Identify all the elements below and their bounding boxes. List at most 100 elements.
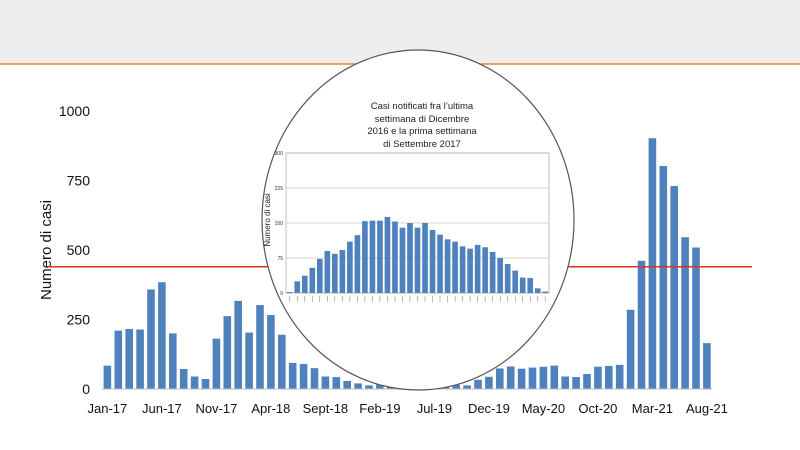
main-bar bbox=[474, 379, 482, 389]
main-bar bbox=[147, 289, 155, 389]
main-bar bbox=[550, 365, 559, 389]
inset-bar bbox=[301, 275, 308, 293]
inset-bar bbox=[362, 221, 368, 293]
inset-bar bbox=[399, 227, 406, 293]
main-x-tick-label: Dec-19 bbox=[468, 401, 510, 416]
main-bar bbox=[256, 305, 264, 389]
inset-bar bbox=[414, 227, 421, 293]
inset-y-tick-label: 0 bbox=[280, 291, 283, 297]
main-bar bbox=[615, 364, 624, 389]
inset-y-tick-label: 150 bbox=[275, 221, 284, 227]
main-bar bbox=[605, 365, 613, 389]
main-bar bbox=[659, 166, 668, 389]
inset-bar bbox=[497, 258, 503, 293]
main-bar bbox=[212, 338, 221, 389]
inset-bar bbox=[482, 247, 488, 293]
inset-bar bbox=[512, 270, 519, 293]
main-x-tick-label: Jul-19 bbox=[417, 401, 452, 416]
inset-ellipse bbox=[261, 49, 575, 391]
main-bar bbox=[299, 363, 308, 389]
inset-y-tick-label: 300 bbox=[275, 151, 284, 157]
main-bar bbox=[572, 377, 580, 389]
inset-bar bbox=[309, 267, 316, 293]
main-y-tick-label: 500 bbox=[67, 242, 91, 258]
main-bar bbox=[310, 368, 319, 389]
main-bar bbox=[234, 300, 242, 389]
main-x-tick-label: Oct-20 bbox=[578, 401, 617, 416]
main-bar bbox=[365, 385, 373, 389]
main-bar bbox=[452, 384, 460, 389]
inset-x-axis-ticks bbox=[289, 296, 546, 302]
inset-y-tick-label: 225 bbox=[275, 186, 284, 192]
main-y-tick-label: 1000 bbox=[59, 103, 90, 119]
main-y-tick-label: 750 bbox=[67, 173, 91, 189]
inset-bar bbox=[444, 239, 451, 293]
main-bar bbox=[517, 368, 526, 389]
inset-bar bbox=[317, 258, 323, 293]
inset-bar bbox=[474, 244, 481, 293]
main-bar bbox=[179, 368, 188, 389]
main-x-tick-label: Apr-18 bbox=[251, 401, 290, 416]
inset-bar bbox=[437, 234, 443, 293]
inset-bar bbox=[534, 288, 541, 293]
main-bar bbox=[703, 343, 711, 389]
main-bar bbox=[245, 332, 253, 389]
main-y-tick-label: 0 bbox=[82, 381, 90, 397]
main-bar bbox=[169, 333, 177, 389]
main-bar bbox=[114, 330, 123, 389]
main-bar bbox=[354, 383, 362, 389]
main-x-tick-label: Sept-18 bbox=[303, 401, 349, 416]
inset-bar bbox=[286, 292, 293, 293]
inset-bar bbox=[452, 241, 458, 293]
main-bar bbox=[594, 366, 602, 389]
main-bar bbox=[561, 376, 569, 389]
main-x-tick-label: Nov-17 bbox=[195, 401, 237, 416]
main-x-tick-label: May-20 bbox=[522, 401, 565, 416]
main-bar bbox=[103, 365, 112, 389]
main-bar bbox=[637, 260, 646, 389]
main-x-tick-label: Mar-21 bbox=[632, 401, 673, 416]
main-bar bbox=[158, 282, 166, 389]
main-y-axis-label: Numero di casi bbox=[38, 200, 55, 300]
inset-bar bbox=[339, 250, 346, 293]
main-x-tick-label: Feb-19 bbox=[359, 401, 400, 416]
inset-bar bbox=[384, 216, 391, 293]
inset-bar bbox=[504, 264, 511, 293]
inset-bars bbox=[286, 216, 549, 293]
inset-bar bbox=[332, 253, 338, 293]
main-bar bbox=[125, 328, 133, 389]
main-bar bbox=[463, 385, 471, 389]
main-bars bbox=[103, 138, 711, 389]
inset-bar bbox=[294, 281, 301, 293]
main-bar bbox=[583, 373, 591, 389]
main-bar bbox=[681, 237, 689, 389]
main-bar bbox=[692, 247, 700, 389]
main-bar bbox=[539, 366, 548, 389]
main-bar bbox=[267, 315, 275, 389]
main-bar bbox=[288, 362, 297, 389]
inset-y-tick-label: 75 bbox=[277, 256, 283, 262]
main-y-axis-ticks: 0 250 500 750 1000 bbox=[59, 103, 90, 397]
inset-bar bbox=[459, 246, 466, 293]
main-x-tick-label: Jun-17 bbox=[142, 401, 182, 416]
main-bar bbox=[321, 376, 330, 389]
inset-title: Casi notificati fra l’ultima settimana d… bbox=[367, 101, 477, 150]
main-bar bbox=[376, 384, 384, 389]
main-x-tick-label: Jan-17 bbox=[88, 401, 128, 416]
main-bar bbox=[201, 378, 210, 389]
inset-y-axis-ticks: 0 75 150 225 300 bbox=[275, 151, 284, 297]
main-y-tick-label: 250 bbox=[67, 312, 91, 328]
main-bar bbox=[190, 376, 199, 389]
inset-bar bbox=[369, 220, 376, 293]
main-bar bbox=[506, 366, 515, 389]
inset-bar bbox=[429, 230, 436, 293]
inset-bar bbox=[542, 291, 549, 293]
inset-bar bbox=[519, 277, 526, 293]
main-x-tick-label: Aug-21 bbox=[686, 401, 728, 416]
main-bar bbox=[223, 316, 232, 389]
main-bar bbox=[496, 368, 504, 389]
inset-bar bbox=[354, 235, 361, 293]
main-bar bbox=[626, 309, 635, 389]
inset-bar bbox=[324, 251, 331, 293]
